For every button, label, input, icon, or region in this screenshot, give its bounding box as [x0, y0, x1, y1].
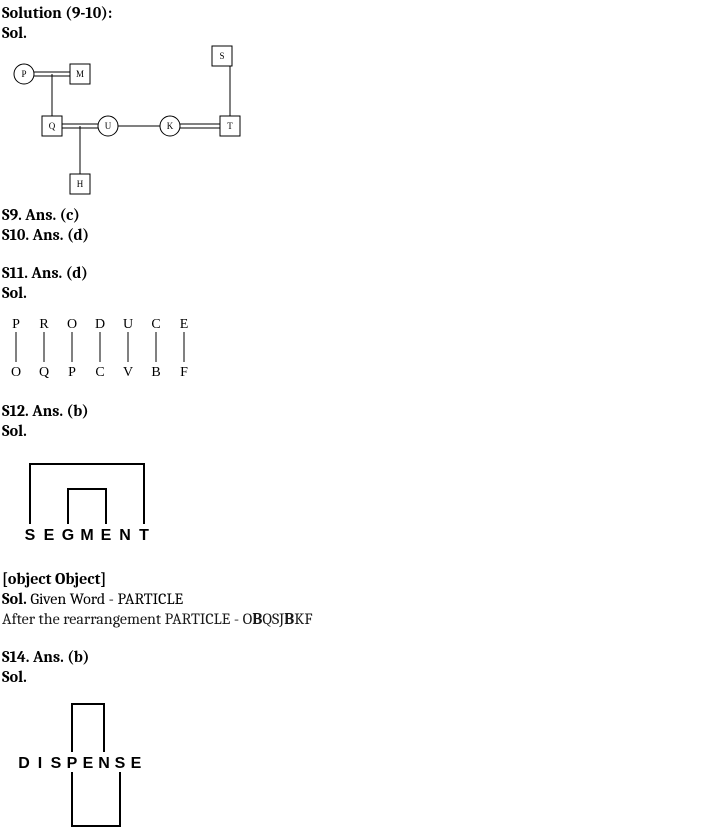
- svg-text:S: S: [115, 755, 126, 772]
- svg-text:R: R: [39, 317, 49, 332]
- svg-text:U: U: [123, 317, 133, 332]
- answer-s9: S9. Ans. (c): [2, 206, 727, 224]
- answer-s11: S11. Ans. (d): [2, 264, 727, 282]
- sol-label-2: Sol.: [2, 284, 727, 302]
- answer-s13: [object Object]: [2, 570, 727, 588]
- s13-prefix: After the rearrangement PARTICLE -: [2, 610, 243, 628]
- letter-shift-diagram: P O R Q O P D C U V C B E F: [2, 314, 222, 384]
- solution-header: Solution (9-10):: [2, 4, 727, 22]
- answer-s10: S10. Ans. (d): [2, 226, 727, 244]
- svg-text:E: E: [44, 527, 55, 544]
- svg-text:E: E: [101, 527, 112, 544]
- svg-text:C: C: [151, 317, 160, 332]
- s13-given-text: Given Word - PARTICLE: [30, 590, 183, 608]
- svg-text:V: V: [123, 365, 133, 380]
- s13-c2: QSJ: [262, 610, 284, 628]
- s13-c4: KF: [294, 610, 312, 628]
- svg-text:Q: Q: [49, 121, 56, 131]
- svg-text:P: P: [12, 317, 20, 332]
- answer-s12: S12. Ans. (b): [2, 402, 727, 420]
- family-tree-diagram: P M S Q U K T H: [2, 44, 262, 204]
- s13-c1: B: [252, 610, 262, 628]
- answer-s14: S14. Ans. (b): [2, 648, 727, 666]
- s13-c3: B: [284, 610, 294, 628]
- s13-given: Sol. Given Word - PARTICLE: [2, 590, 727, 608]
- dispense-mirror-diagram: DISPENSE: [2, 698, 202, 828]
- svg-text:O: O: [11, 365, 21, 380]
- svg-text:Q: Q: [39, 365, 49, 380]
- sol-label-5: Sol.: [2, 668, 727, 686]
- svg-text:N: N: [119, 527, 131, 544]
- s13-c0: O: [243, 610, 253, 628]
- svg-text:D: D: [95, 317, 105, 332]
- svg-text:N: N: [98, 755, 110, 772]
- svg-text:O: O: [67, 317, 77, 332]
- s13-rearr: After the rearrangement PARTICLE - OBQSJ…: [2, 610, 727, 628]
- svg-text:T: T: [227, 121, 233, 131]
- svg-text:G: G: [62, 527, 74, 544]
- svg-text:M: M: [80, 527, 93, 544]
- svg-text:S: S: [219, 51, 224, 61]
- svg-text:U: U: [105, 121, 112, 131]
- svg-text:S: S: [51, 755, 62, 772]
- svg-text:P: P: [68, 365, 76, 380]
- svg-text:H: H: [77, 179, 84, 189]
- svg-text:E: E: [180, 317, 189, 332]
- svg-text:M: M: [76, 69, 84, 79]
- sol-label-3: Sol.: [2, 422, 727, 440]
- svg-text:D: D: [18, 755, 30, 772]
- segment-mirror-diagram: SEGMENT: [2, 452, 202, 552]
- svg-text:P: P: [21, 69, 26, 79]
- svg-text:T: T: [139, 527, 149, 544]
- svg-text:P: P: [67, 755, 78, 772]
- svg-text:B: B: [151, 365, 160, 380]
- svg-text:E: E: [83, 755, 94, 772]
- svg-text:E: E: [131, 755, 142, 772]
- svg-text:C: C: [95, 365, 104, 380]
- sol-label-1: Sol.: [2, 24, 727, 42]
- svg-text:I: I: [38, 755, 42, 772]
- svg-text:S: S: [25, 527, 36, 544]
- sol-label-4: Sol.: [2, 590, 27, 608]
- svg-text:K: K: [167, 121, 174, 131]
- svg-text:F: F: [180, 365, 188, 380]
